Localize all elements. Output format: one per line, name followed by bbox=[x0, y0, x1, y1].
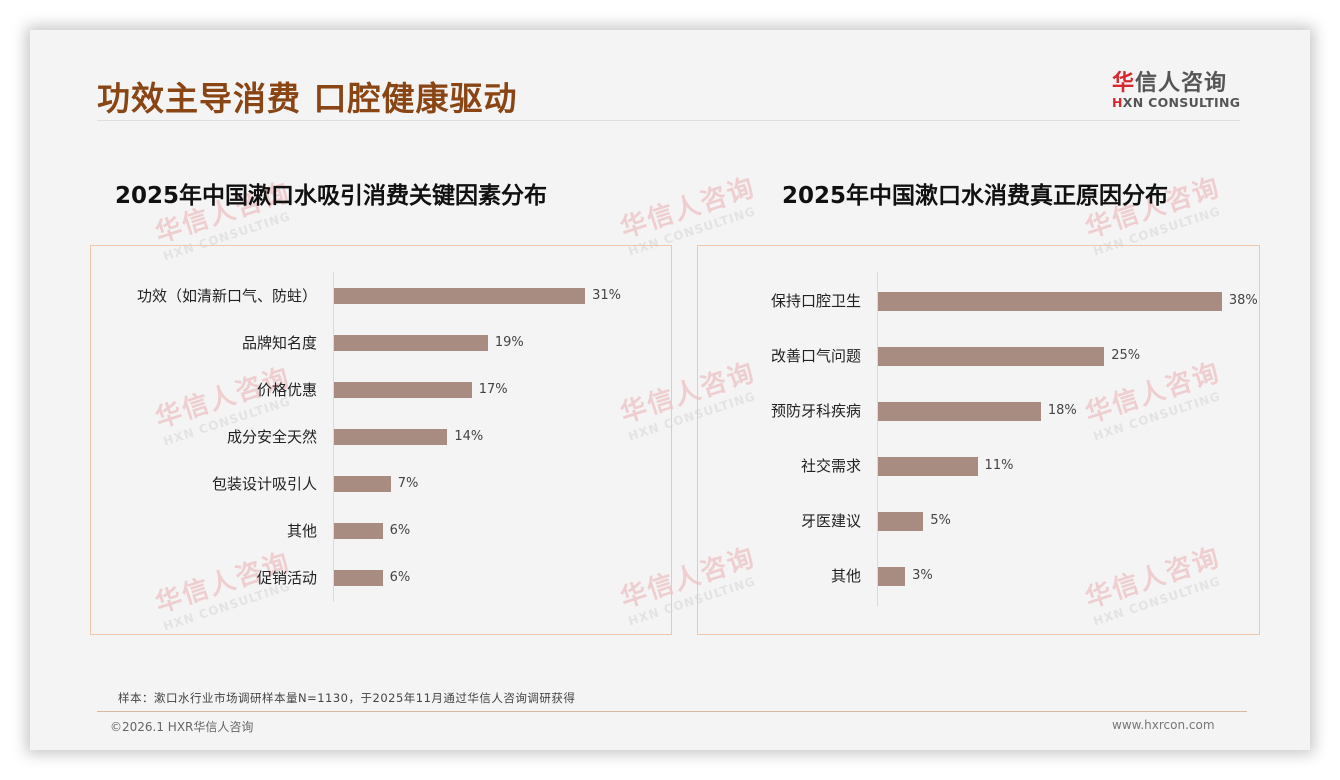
bar bbox=[878, 456, 978, 476]
value-label: 11% bbox=[984, 458, 1014, 473]
left-chart-title: 2025年中国漱口水吸引消费关键因素分布 bbox=[115, 183, 548, 209]
value-label: 3% bbox=[912, 568, 933, 583]
category-label: 社交需求 bbox=[800, 457, 861, 475]
value-label: 25% bbox=[1111, 348, 1141, 363]
bar bbox=[334, 570, 383, 586]
bar bbox=[878, 346, 1105, 366]
bar bbox=[334, 429, 448, 445]
value-label: 17% bbox=[478, 382, 508, 397]
website-url: www.hxrcon.com bbox=[1112, 718, 1215, 732]
footer-divider bbox=[97, 711, 1247, 712]
bar bbox=[878, 291, 1222, 311]
value-label: 18% bbox=[1047, 403, 1077, 418]
category-label: 成分安全天然 bbox=[226, 428, 317, 446]
logo-en: HXN CONSULTING bbox=[1112, 95, 1242, 110]
title-divider bbox=[97, 120, 1240, 121]
value-label: 6% bbox=[389, 523, 411, 538]
bar bbox=[878, 511, 924, 531]
value-label: 19% bbox=[494, 335, 524, 350]
bar bbox=[334, 476, 391, 492]
bar bbox=[334, 523, 383, 539]
right-chart-frame bbox=[697, 245, 1260, 635]
category-label: 功效（如清新口气、防蛀） bbox=[136, 287, 317, 305]
category-label: 保持口腔卫生 bbox=[770, 292, 861, 310]
bar bbox=[334, 382, 472, 398]
category-label: 其他 bbox=[286, 522, 317, 540]
bar bbox=[334, 335, 488, 351]
copyright: ©2026.1 HXR华信人咨询 bbox=[110, 720, 254, 734]
value-label: 38% bbox=[1228, 293, 1258, 308]
value-label: 5% bbox=[930, 513, 951, 528]
category-label: 促销活动 bbox=[256, 569, 317, 587]
category-label: 品牌知名度 bbox=[241, 334, 317, 352]
category-label: 预防牙科疾病 bbox=[770, 402, 861, 420]
page-title: 功效主导消费 口腔健康驱动 bbox=[97, 79, 518, 118]
chart-axis bbox=[877, 272, 878, 606]
category-label: 其他 bbox=[830, 567, 861, 585]
value-label: 6% bbox=[389, 570, 411, 585]
value-label: 31% bbox=[592, 288, 621, 303]
value-label: 7% bbox=[397, 476, 419, 491]
bar bbox=[878, 566, 906, 586]
category-label: 改善口气问题 bbox=[770, 347, 861, 365]
category-label: 价格优惠 bbox=[256, 381, 317, 399]
logo-cn-rest: 信人咨询 bbox=[1135, 71, 1228, 96]
logo: 华信人咨询 HXN CONSULTING bbox=[1112, 65, 1242, 110]
right-chart-title: 2025年中国漱口水消费真正原因分布 bbox=[782, 183, 1169, 209]
bar bbox=[334, 288, 586, 304]
bar bbox=[878, 401, 1041, 421]
logo-cn: 华信人咨询 bbox=[1112, 65, 1242, 97]
category-label: 牙医建议 bbox=[800, 512, 861, 530]
sample-note: 样本：漱口水行业市场调研样本量N=1130，于2025年11月通过华信人咨询调研… bbox=[118, 691, 576, 705]
logo-cn-first: 华 bbox=[1112, 71, 1136, 96]
left-chart-frame bbox=[90, 245, 672, 635]
value-label: 14% bbox=[454, 429, 484, 444]
logo-en-rest: XN CONSULTING bbox=[1122, 95, 1241, 110]
category-label: 包装设计吸引人 bbox=[211, 475, 317, 493]
logo-en-first: H bbox=[1112, 95, 1123, 110]
chart-axis bbox=[333, 272, 334, 602]
slide: 功效主导消费 口腔健康驱动 华信人咨询 HXN CONSULTING 华信人咨询… bbox=[30, 30, 1310, 750]
